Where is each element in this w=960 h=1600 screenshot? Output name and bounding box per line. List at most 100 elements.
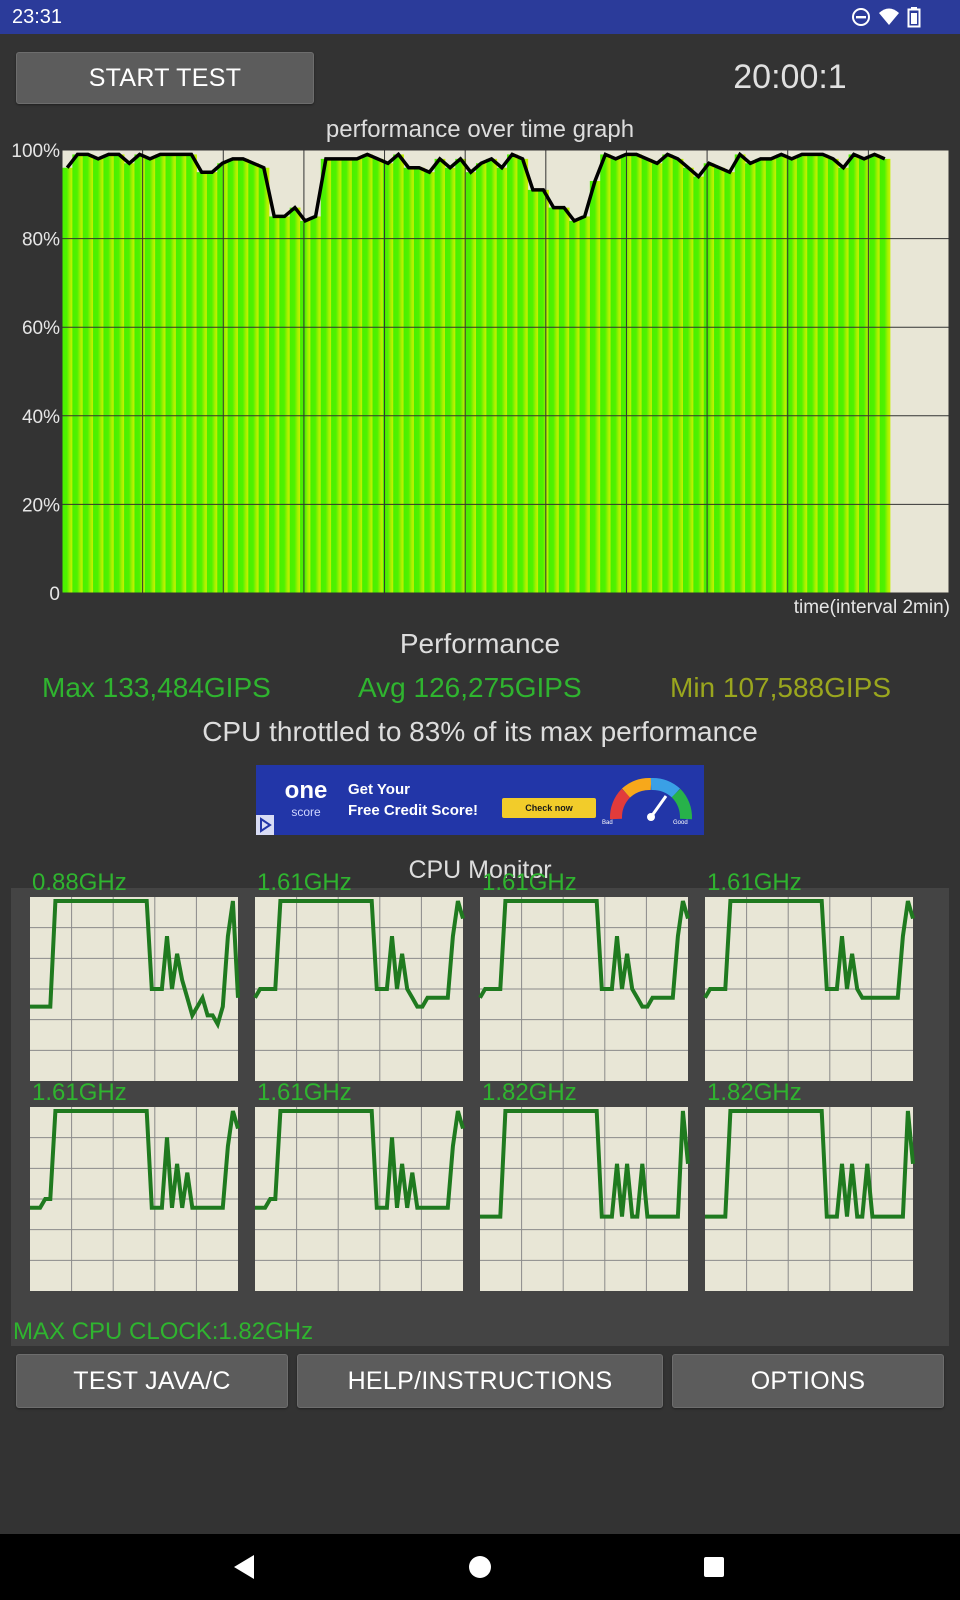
graph-y-tick: 80% (22, 230, 60, 251)
ad-brand-sub: score (291, 805, 321, 819)
performance-bar (610, 158, 622, 594)
battery-icon (907, 7, 921, 28)
performance-bar (144, 158, 156, 594)
performance-bar (413, 167, 425, 593)
performance-bar (331, 158, 342, 594)
performance-bar (62, 167, 73, 593)
test-timer: 20:00:1 (733, 58, 847, 96)
performance-bar (165, 154, 177, 593)
performance-bar (341, 158, 353, 594)
avg-performance: Avg 126,275GIPS (358, 672, 582, 703)
performance-bar (300, 220, 311, 593)
performance-bar (527, 189, 539, 593)
performance-bar (248, 163, 260, 593)
performance-bar (569, 220, 580, 593)
performance-bar (434, 158, 446, 594)
back-icon[interactable] (232, 1554, 256, 1580)
cpu-core-frequency: 1.82GHz (707, 1079, 802, 1106)
cpu-core-frequency: 1.82GHz (482, 1079, 577, 1106)
performance-bar (134, 154, 146, 593)
graph-title: performance over time graph (325, 116, 635, 143)
performance-line (65, 151, 886, 224)
performance-bar (672, 158, 684, 594)
cpu-core-chart (705, 1107, 915, 1291)
performance-bar (538, 189, 549, 593)
ad-check-now-button[interactable]: Check now (502, 798, 596, 818)
cpu-core-frequency: 1.61GHz (257, 1079, 352, 1106)
ad-choices-icon[interactable] (256, 815, 274, 835)
performance-bar (869, 154, 881, 593)
performance-bar (848, 154, 860, 593)
performance-bar (662, 154, 674, 593)
performance-bar (703, 163, 715, 593)
performance-bar (444, 167, 456, 593)
performance-bar (827, 158, 839, 594)
performance-bar (631, 154, 642, 593)
wifi-icon (879, 8, 899, 25)
max-cpu-clock: MAX CPU CLOCK:1.82GHz (13, 1318, 314, 1345)
cpu-frequency-line (30, 1109, 240, 1210)
performance-bar (289, 207, 301, 593)
performance-bar (372, 158, 384, 594)
performance-bar (745, 163, 756, 593)
performance-bar (82, 154, 94, 593)
cpu-frequency-line (480, 1109, 690, 1219)
cpu-monitor-panel: 0.88GHz 1.61GHz 1.61GHz 1.61GHz 1.61GHz 1.61G… (11, 869, 949, 1346)
performance-bar (258, 167, 270, 593)
performance-bar (424, 172, 435, 593)
performance-bar (755, 158, 767, 594)
performance-bar (838, 167, 849, 593)
performance-bar (507, 154, 518, 593)
graph-x-label: time(interval 2min) (793, 597, 950, 618)
gauge-low-label: Bad (602, 820, 613, 826)
graph-y-tick: 60% (22, 318, 60, 339)
cpu-core-chart (703, 897, 915, 1081)
gauge-high-label: Good (673, 820, 688, 826)
performance-bar (579, 216, 591, 593)
graph-y-tick: 40% (22, 407, 60, 428)
performance-bar (776, 154, 787, 593)
cpu-core-chart (255, 1107, 465, 1291)
performance-bar (796, 154, 808, 593)
performance-bar (155, 154, 166, 593)
performance-bar (683, 167, 694, 593)
performance-bar (393, 154, 404, 593)
home-icon[interactable] (468, 1555, 492, 1579)
min-performance: Min 107,588GIPS (670, 672, 892, 703)
recents-icon[interactable] (703, 1556, 725, 1578)
performance-bar (124, 163, 135, 593)
performance-bar (600, 154, 611, 593)
cpu-frequency-line (253, 899, 465, 1009)
cpu-core-chart (478, 897, 690, 1081)
performance-bar (879, 158, 891, 594)
performance-heading: Performance (399, 628, 561, 659)
throttle-summary: CPU throttled to 83% of its max performa… (202, 716, 758, 747)
graph-y-tick: 20% (22, 495, 60, 516)
performance-bar (765, 158, 777, 594)
ad-banner[interactable]: one score Get Your Free Credit Score! Ch… (256, 765, 704, 835)
cpu-monitor-heading: CPU Monitor (408, 856, 552, 884)
performance-bar (351, 158, 363, 594)
performance-bar (496, 167, 508, 593)
performance-bar (455, 158, 467, 594)
navigation-bar (0, 1534, 960, 1600)
performance-bar (103, 154, 115, 593)
help-instructions-button[interactable]: HELP/INSTRUCTIONS (297, 1354, 663, 1408)
cpu-frequency-line (30, 899, 240, 1030)
cpu-core-chart (30, 897, 240, 1081)
performance-bar (279, 216, 291, 593)
performance-bar (175, 154, 187, 593)
test-java-c-button[interactable]: TEST JAVA/C (16, 1354, 288, 1408)
cpu-frequency-line (705, 1109, 915, 1219)
ad-brand-logo: one (284, 777, 328, 804)
performance-bar (310, 216, 322, 593)
options-button[interactable]: OPTIONS (672, 1354, 944, 1408)
performance-bar (206, 172, 218, 593)
start-test-button[interactable]: START TEST (16, 52, 314, 104)
performance-bar (589, 181, 601, 593)
performance-bar (714, 167, 725, 593)
performance-bar (558, 207, 570, 593)
performance-bar (858, 158, 870, 594)
performance-bar (93, 158, 104, 594)
graph-y-tick: 100% (11, 141, 60, 162)
